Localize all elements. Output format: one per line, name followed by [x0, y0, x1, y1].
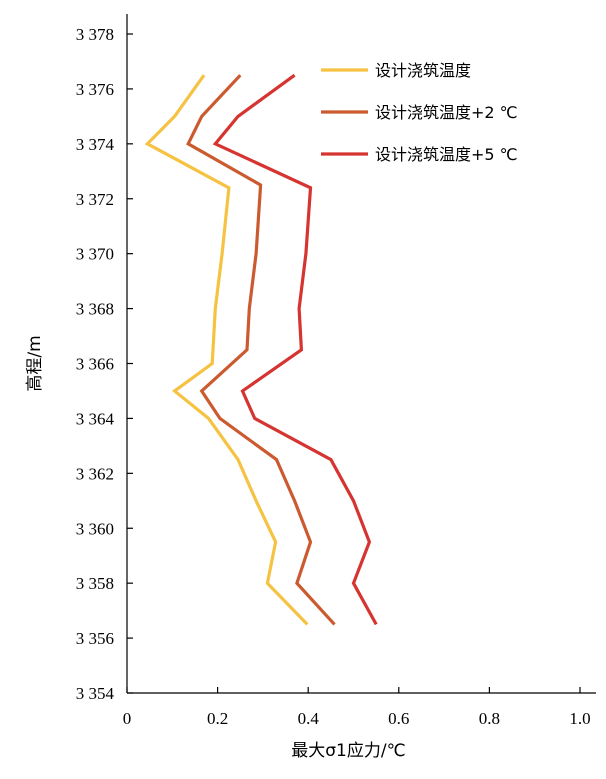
y-tick-label: 3 362	[76, 464, 114, 483]
y-tick-label: 3 356	[76, 629, 114, 648]
y-ticks: 3 354 3 356 3 358 3 360 3 362 3 364 3 366 3 368…	[76, 25, 133, 703]
y-axis-title: 高程/m	[25, 335, 45, 391]
series-layer	[144, 73, 378, 626]
x-axis-title: 最大σ1应力/℃	[291, 741, 405, 761]
y-tick-label: 3 360	[76, 519, 114, 538]
x-ticks: 0 0.2 0.4 0.6 0.8 1.0	[123, 687, 591, 728]
x-tick-label: 0.2	[207, 709, 228, 728]
legend-label-2: 设计浇筑温度+2 ℃	[375, 103, 518, 122]
legend-label-1: 设计浇筑温度	[375, 61, 471, 80]
y-tick-label: 3 370	[76, 245, 114, 264]
series-line-3	[212, 73, 378, 626]
y-tick-label: 3 358	[76, 574, 114, 593]
y-tick-label: 3 374	[76, 135, 115, 154]
y-tick-label: 3 376	[76, 80, 114, 99]
x-tick-label: 0.8	[479, 709, 500, 728]
x-tick-label: 0	[123, 709, 132, 728]
series-line-2	[186, 74, 336, 626]
x-tick-label: 1.0	[569, 709, 590, 728]
series-line-1	[144, 74, 309, 626]
legend-label-3: 设计浇筑温度+5 ℃	[375, 145, 518, 164]
x-tick-label: 0.4	[298, 709, 320, 728]
y-tick-label: 3 354	[76, 684, 115, 703]
x-tick-label: 0.6	[388, 709, 409, 728]
y-tick-label: 3 368	[76, 300, 114, 319]
y-tick-label: 3 366	[76, 355, 114, 374]
y-tick-label: 3 364	[76, 409, 115, 428]
y-tick-label: 3 372	[76, 190, 114, 209]
y-tick-label: 3 378	[76, 25, 114, 44]
